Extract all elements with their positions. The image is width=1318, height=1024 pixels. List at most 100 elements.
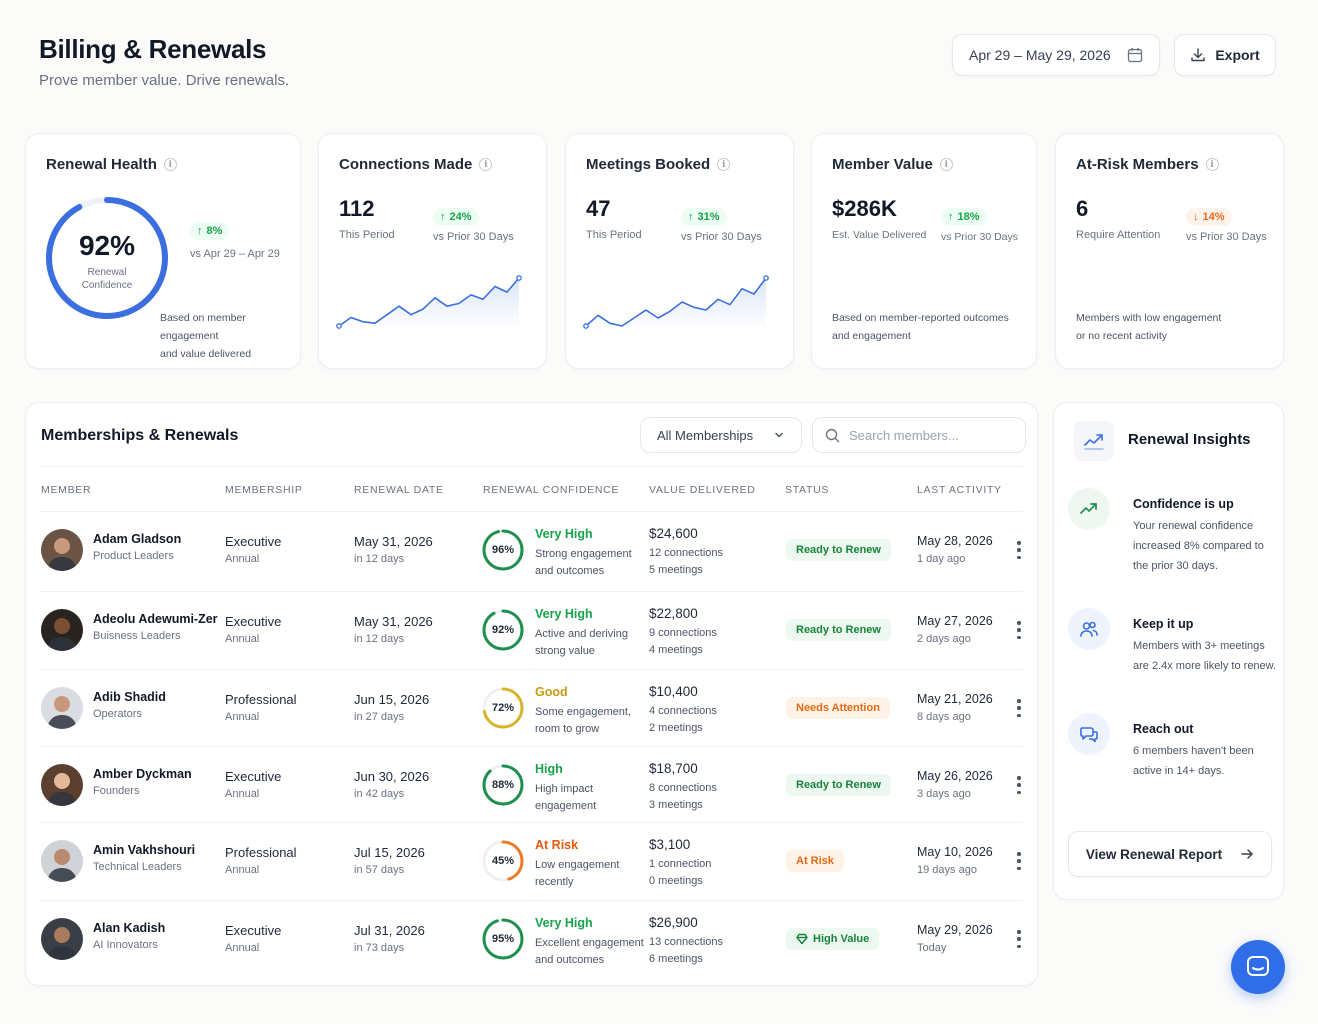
kpi-sub: Est. Value Delivered bbox=[832, 229, 927, 241]
info-icon[interactable]: i bbox=[717, 158, 731, 171]
confidence-description: Excellent engagement and outcomes bbox=[535, 937, 644, 966]
last-activity-relative: 2 days ago bbox=[917, 633, 971, 645]
kpi-value: 112 bbox=[339, 196, 375, 221]
membership-type: Executive bbox=[225, 923, 282, 938]
info-icon[interactable]: i bbox=[1205, 158, 1219, 171]
status-badge: At Risk bbox=[786, 850, 844, 872]
membership-term: Annual bbox=[225, 711, 260, 723]
avatar[interactable] bbox=[41, 529, 83, 571]
member-name[interactable]: Adeolu Adewumi-Zer bbox=[93, 612, 218, 626]
kpi-card-meetings: Meetings Booked i 47 This Period ↑ 31% vs … bbox=[565, 133, 794, 369]
confidence-description: Some engagement, room to grow bbox=[535, 706, 632, 735]
column-header-member[interactable]: MEMBER bbox=[41, 484, 92, 496]
table-row[interactable]: Adeolu Adewumi-Zer Buisness Leaders Execut… bbox=[26, 592, 1038, 670]
column-header-renewal-date[interactable]: RENEWAL DATE bbox=[354, 484, 444, 496]
row-actions-menu-icon[interactable] bbox=[1014, 773, 1024, 797]
date-range-picker[interactable]: Apr 29 – May 29, 2026 bbox=[952, 34, 1160, 76]
connections-count: 9 connections bbox=[649, 627, 717, 639]
chat-launcher-button[interactable] bbox=[1231, 940, 1285, 994]
confidence-percent: 92% bbox=[491, 624, 515, 636]
search-box[interactable] bbox=[812, 417, 1026, 453]
status-badge: Ready to Renew bbox=[786, 619, 891, 641]
member-team: Technical Leaders bbox=[93, 861, 182, 873]
table-row[interactable]: Amin Vakhshouri Technical Leaders Professi… bbox=[26, 823, 1038, 901]
delta-badge: ↑ 8% bbox=[190, 222, 230, 240]
member-name[interactable]: Amin Vakhshouri bbox=[93, 843, 196, 857]
confidence-level: High bbox=[535, 762, 563, 776]
search-input[interactable] bbox=[849, 427, 1009, 443]
connections-sparkline bbox=[336, 275, 522, 330]
last-activity-relative: 3 days ago bbox=[917, 788, 971, 800]
column-header-last-activity[interactable]: LAST ACTIVITY bbox=[917, 484, 1002, 496]
info-icon[interactable]: i bbox=[163, 158, 177, 171]
table-title: Memberships & Renewals bbox=[41, 427, 239, 444]
gauge-value: 92% bbox=[78, 230, 136, 261]
row-actions-menu-icon[interactable] bbox=[1014, 696, 1024, 720]
column-header-renewal-confidence[interactable]: RENEWAL CONFIDENCE bbox=[483, 484, 620, 496]
page-subtitle: Prove member value. Drive renewals. bbox=[39, 72, 290, 89]
column-header-status[interactable]: STATUS bbox=[785, 484, 830, 496]
renewal-countdown: in 73 days bbox=[354, 942, 405, 954]
row-divider bbox=[40, 900, 1023, 901]
member-team: Buisness Leaders bbox=[93, 630, 181, 642]
kpi-card-at-risk: At-Risk Members i 6 Require Attention ↓ 14… bbox=[1055, 133, 1284, 369]
value-delivered: $3,100 bbox=[649, 837, 691, 852]
table-row[interactable]: Amber Dyckman Founders Executive Annual Jun … bbox=[26, 747, 1038, 825]
insight-title: Reach out bbox=[1133, 722, 1194, 736]
view-renewal-report-button[interactable]: View Renewal Report bbox=[1068, 831, 1272, 877]
membership-type: Executive bbox=[225, 614, 282, 629]
member-name[interactable]: Amber Dyckman bbox=[93, 767, 192, 781]
value-delivered: $22,800 bbox=[649, 606, 698, 621]
kpi-title: Renewal Health i bbox=[46, 156, 177, 173]
sparkline-line bbox=[338, 277, 520, 327]
kpi-card-renewal-health: Renewal Health i 92% Renewal Confidence ↑ 8… bbox=[25, 133, 301, 369]
table-row[interactable]: Adib Shadid Operators Professional Annual Ju… bbox=[26, 670, 1038, 748]
status-badge: Ready to Renew bbox=[786, 774, 891, 796]
column-header-membership[interactable]: MEMBERSHIP bbox=[225, 484, 303, 496]
avatar[interactable] bbox=[41, 918, 83, 960]
table-row[interactable]: Alan Kadish AI Innovators Executive Annual J… bbox=[26, 901, 1038, 979]
member-team: Product Leaders bbox=[93, 550, 174, 562]
row-actions-menu-icon[interactable] bbox=[1014, 618, 1024, 642]
insight-title: Keep it up bbox=[1133, 617, 1194, 631]
row-actions-menu-icon[interactable] bbox=[1014, 538, 1024, 562]
member-name[interactable]: Adib Shadid bbox=[93, 690, 166, 704]
value-delivered: $18,700 bbox=[649, 761, 698, 776]
info-icon[interactable]: i bbox=[479, 158, 493, 171]
kpi-title: Meetings Booked i bbox=[586, 156, 731, 173]
member-name[interactable]: Adam Gladson bbox=[93, 532, 182, 546]
confidence-level: Very High bbox=[535, 916, 593, 930]
kpi-title: Connections Made i bbox=[339, 156, 493, 173]
trend-up-icon bbox=[1080, 503, 1097, 514]
confidence-ring bbox=[482, 609, 524, 651]
table-row[interactable]: Adam Gladson Product Leaders Executive Annu… bbox=[26, 512, 1038, 590]
connections-count: 8 connections bbox=[649, 782, 717, 794]
chart-trend-icon bbox=[1084, 434, 1104, 450]
avatar[interactable] bbox=[41, 609, 83, 651]
membership-filter-select[interactable]: All Memberships bbox=[640, 417, 802, 453]
info-icon[interactable]: i bbox=[939, 158, 953, 171]
insight-icon-bg bbox=[1068, 713, 1110, 755]
avatar[interactable] bbox=[41, 840, 83, 882]
last-activity-relative: 19 days ago bbox=[917, 864, 977, 876]
confidence-level: Very High bbox=[535, 527, 593, 541]
row-actions-menu-icon[interactable] bbox=[1014, 927, 1024, 951]
column-header-value-delivered[interactable]: VALUE DELIVERED bbox=[649, 484, 756, 496]
insights-header-icon-bg bbox=[1074, 421, 1114, 461]
kpi-note: Based on member-reported outcomes and eng… bbox=[832, 312, 1009, 342]
renewal-date: Jul 15, 2026 bbox=[354, 845, 425, 860]
row-actions-menu-icon[interactable] bbox=[1014, 849, 1024, 873]
confidence-level: At Risk bbox=[535, 838, 579, 852]
avatar[interactable] bbox=[41, 764, 83, 806]
meetings-sparkline bbox=[583, 275, 769, 330]
status-badge: Needs Attention bbox=[786, 697, 890, 719]
avatar[interactable] bbox=[41, 687, 83, 729]
member-name[interactable]: Alan Kadish bbox=[93, 921, 166, 935]
confidence-percent: 45% bbox=[491, 855, 515, 867]
export-button[interactable]: Export bbox=[1174, 34, 1276, 76]
membership-term: Annual bbox=[225, 788, 260, 800]
memberships-table-card: Memberships & Renewals All Memberships M… bbox=[25, 402, 1038, 986]
value-delivered: $24,600 bbox=[649, 526, 698, 541]
meetings-count: 4 meetings bbox=[649, 644, 703, 656]
kpi-sub: This Period bbox=[586, 229, 642, 241]
